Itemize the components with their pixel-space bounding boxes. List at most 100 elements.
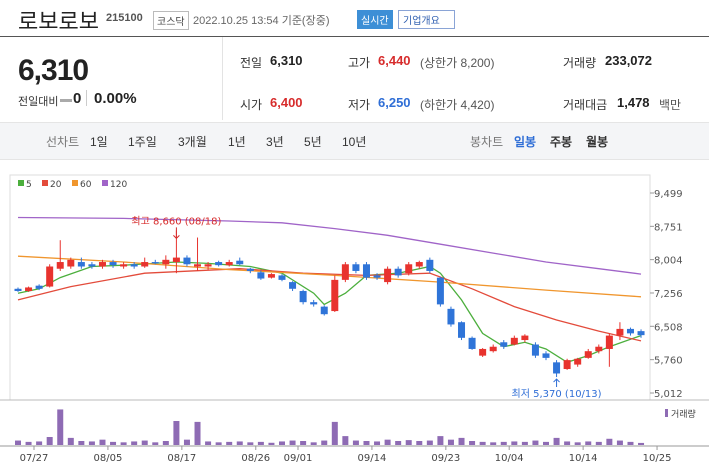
volume-bar <box>46 437 53 445</box>
divider <box>86 90 87 106</box>
quote-label: 저가 <box>348 98 371 112</box>
period-button[interactable]: 3개월 <box>178 135 207 149</box>
quote-label: 거래량 <box>563 56 597 70</box>
candle-body <box>46 266 54 287</box>
volume-bar <box>247 442 254 445</box>
volume-bar <box>627 441 634 445</box>
quote-value: 233,072 <box>605 53 652 68</box>
candle-body <box>278 275 286 280</box>
volume-bar <box>405 440 412 445</box>
legend-label: 120 <box>110 180 127 190</box>
y-tick-label: 6,508 <box>654 322 683 333</box>
volume-bar <box>15 440 21 445</box>
y-tick-label: 8,004 <box>654 256 683 267</box>
candle-body <box>384 268 392 283</box>
candle-body <box>553 362 561 374</box>
candle-body <box>267 274 275 278</box>
candle-body <box>605 335 613 349</box>
volume-bar <box>437 436 444 445</box>
volume-bar <box>511 441 518 445</box>
candle-body <box>447 308 455 325</box>
volume-bar <box>236 441 243 445</box>
period-group-label: 봉차트 <box>470 135 504 149</box>
period-button[interactable]: 5년 <box>304 135 322 149</box>
volume-bar <box>331 421 338 445</box>
candle-body <box>415 262 423 267</box>
volume-bar <box>458 437 465 445</box>
candle-body <box>584 351 592 358</box>
x-tick-label: 10/04 <box>495 453 524 464</box>
price: 6,310 <box>18 54 89 87</box>
ma-line <box>17 216 642 275</box>
legend-swatch <box>72 180 78 186</box>
overview-button[interactable]: 기업개요 <box>398 10 455 29</box>
x-tick-label: 08/05 <box>94 453 123 464</box>
candle-body <box>67 259 75 267</box>
candle-body <box>595 346 603 352</box>
ma-line <box>17 261 642 364</box>
quote-value: 6,310 <box>270 53 303 68</box>
volume-bar <box>532 440 539 445</box>
candle-body <box>320 306 328 315</box>
legend-label: 5 <box>26 180 32 190</box>
volume-bar <box>131 441 138 445</box>
quote-note: (하한가 4,420) <box>420 98 495 112</box>
ma-line <box>17 268 642 342</box>
legend-label: 20 <box>50 180 62 190</box>
candle-body <box>616 328 624 336</box>
candle-body <box>341 264 349 280</box>
candle-body <box>563 360 571 370</box>
stock-name: 로보로보 <box>18 9 99 34</box>
candle-body <box>468 337 476 349</box>
candle-body <box>574 358 582 365</box>
period-button[interactable]: 1주일 <box>128 135 157 149</box>
volume-bar <box>67 437 74 445</box>
period-button[interactable]: 1일 <box>90 135 108 149</box>
period-button[interactable]: 주봉 <box>550 135 573 149</box>
volume-bar <box>57 409 64 445</box>
volume-bar <box>205 441 212 445</box>
volume-bar <box>553 437 560 445</box>
volume-bar <box>321 440 328 445</box>
x-tick-label: 07/27 <box>20 453 49 464</box>
period-button[interactable]: 일봉 <box>514 135 537 149</box>
volume-bar <box>384 439 391 445</box>
candle-body <box>236 260 244 265</box>
stock-code: 215100 <box>106 12 143 24</box>
period-button[interactable]: 월봉 <box>586 135 609 149</box>
volume-bar <box>426 440 433 445</box>
candle-body <box>310 302 318 305</box>
candle-body <box>394 268 402 276</box>
candle-body <box>489 346 497 352</box>
volume-bar <box>469 441 476 445</box>
quote-value: 6,440 <box>378 53 411 68</box>
period-button[interactable]: 1년 <box>228 135 246 149</box>
candle-body <box>141 262 149 267</box>
change: 0 <box>73 90 82 107</box>
x-tick-label: 09/23 <box>431 453 460 464</box>
volume-bar <box>521 441 528 445</box>
volume-bar <box>490 442 497 445</box>
volume-bar <box>194 421 201 445</box>
realtime-badge[interactable]: 실시간 <box>357 10 393 29</box>
volume-bar <box>120 442 127 445</box>
candle-body <box>25 287 33 292</box>
volume-bar <box>447 439 454 445</box>
x-tick-label: 09/01 <box>284 453 313 464</box>
volume-bar <box>88 441 95 445</box>
candle-body <box>215 262 223 266</box>
volume-bar <box>257 441 264 445</box>
volume-bar <box>574 442 581 445</box>
volume-bar <box>416 441 423 445</box>
quote-note: (상한가 8,200) <box>420 56 495 70</box>
candle-body <box>14 288 22 292</box>
period-button[interactable]: 10년 <box>342 135 367 149</box>
divider <box>222 37 223 120</box>
candle-body <box>405 264 413 274</box>
volume-bar <box>183 439 190 445</box>
market-badge: 코스닥 <box>153 11 189 30</box>
period-button[interactable]: 3년 <box>266 135 284 149</box>
candle-body <box>35 285 43 289</box>
volume-bar <box>500 441 507 445</box>
